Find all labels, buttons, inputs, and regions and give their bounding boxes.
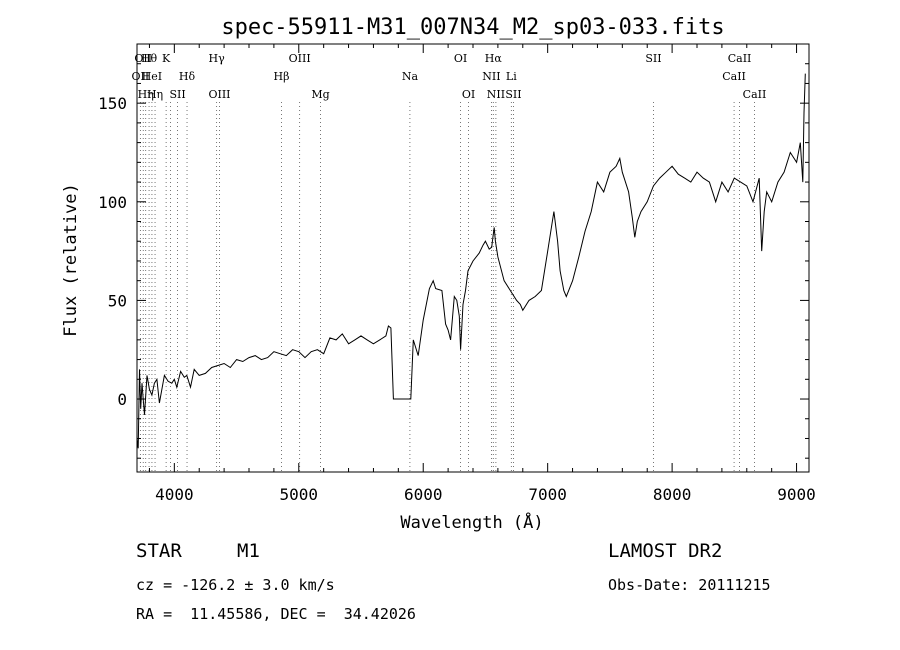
line-marker-label: OIII	[208, 88, 230, 101]
line-marker-label: OII	[134, 52, 152, 65]
object-subclass: M1	[237, 540, 260, 562]
coordinates: RA = 11.45586, DEC = 34.42026	[136, 605, 416, 623]
line-marker-label: CaII	[743, 88, 767, 101]
line-marker-label: Hθ	[141, 52, 158, 65]
line-marker-label: OII	[132, 70, 150, 83]
line-marker-label: Li	[506, 70, 517, 83]
object-type: STAR	[136, 540, 182, 562]
line-marker-label: Hγ	[209, 52, 226, 65]
line-marker-label: NII	[487, 88, 505, 101]
line-marker-label: Mg	[311, 88, 329, 101]
x-tick-label: 4000	[155, 485, 194, 504]
line-marker-label: OIII	[289, 52, 311, 65]
x-tick-label: 5000	[280, 485, 319, 504]
line-marker-label: SII	[505, 88, 521, 101]
line-marker-label: Hβ	[274, 70, 290, 83]
emission-line-labels: OII OII Hη Hθ HeI Hη K SII Hδ Hγ OIII Hβ OIII Mg Na OI O…	[132, 52, 767, 101]
line-marker-label: Hη	[138, 88, 154, 101]
line-marker-label: CaII	[728, 52, 752, 65]
y-tick-label: 100	[98, 193, 127, 212]
line-marker-label: K	[162, 52, 171, 65]
line-marker-label: NII	[482, 70, 500, 83]
line-marker-label: Na	[402, 70, 419, 83]
spectrum-line	[136, 73, 806, 449]
redshift-value: cz = -126.2 ± 3.0 km/s	[136, 576, 335, 594]
line-marker-label: HeI	[142, 70, 162, 83]
line-marker-label: OI	[462, 88, 475, 101]
survey-name: LAMOST DR2	[608, 540, 723, 562]
y-tick-label: 50	[108, 291, 127, 310]
line-marker-label: SII	[169, 88, 185, 101]
observation-date: Obs-Date: 20111215	[608, 576, 771, 594]
x-tick-label: 8000	[653, 485, 692, 504]
chart-title: spec-55911-M31_007N34_M2_sp03-033.fits	[221, 15, 724, 40]
line-marker-label: OI	[454, 52, 467, 65]
line-marker-label: SII	[645, 52, 661, 65]
y-axis: 0 50 100 150	[98, 63, 809, 459]
line-marker-label: CaII	[722, 70, 746, 83]
emission-line-markers	[139, 102, 755, 472]
x-axis: 4000 5000 6000 7000 8000 9000	[148, 44, 816, 504]
x-tick-label: 9000	[777, 485, 816, 504]
line-marker-label: Hα	[485, 52, 503, 65]
x-tick-label: 7000	[528, 485, 567, 504]
y-axis-label: Flux (relative)	[61, 183, 81, 337]
y-tick-label: 0	[117, 390, 127, 409]
y-tick-label: 150	[98, 94, 127, 113]
plot-frame	[136, 43, 810, 473]
x-tick-label: 6000	[404, 485, 443, 504]
line-marker-label: Hδ	[179, 70, 196, 83]
line-marker-label: Hη	[147, 88, 163, 101]
x-axis-label: Wavelength (Å)	[400, 511, 543, 533]
